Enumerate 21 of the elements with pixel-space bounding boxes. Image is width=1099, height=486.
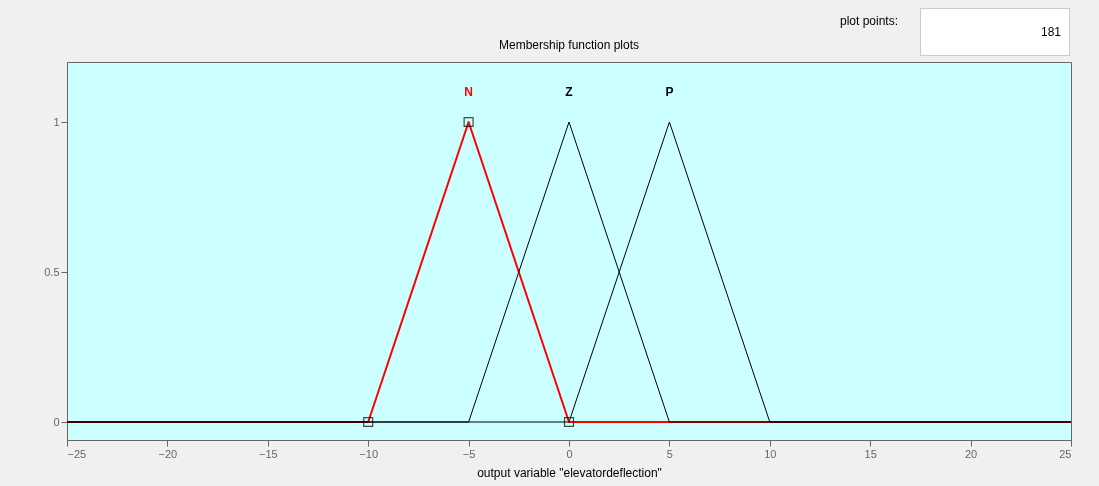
text: plot points: <box>840 14 899 28</box>
x-tick-label: 20 <box>964 447 978 460</box>
y-tick-label: 0 <box>53 415 60 428</box>
x-tick-label: −20 <box>158 447 178 460</box>
x-tick-label: −25 <box>67 447 87 460</box>
series-label: Z <box>565 85 573 99</box>
x-tick-label: 15 <box>864 447 877 460</box>
series-label: N <box>464 85 473 99</box>
y-tick-label: 1 <box>53 115 60 128</box>
x-tick-label: 0 <box>566 447 573 460</box>
x-tick-label: 25 <box>1059 447 1072 460</box>
y-tick-label: 0.5 <box>44 265 60 278</box>
input-field: 181 <box>920 8 1070 56</box>
x-tick-label: 5 <box>666 447 673 460</box>
chart-title: Membership function plots <box>498 38 640 52</box>
series-label: P <box>665 85 674 99</box>
x-tick-label: −15 <box>258 447 278 460</box>
x-tick-label: 10 <box>764 447 777 460</box>
x-tick-label: −5 <box>462 447 476 460</box>
x-axis-title: output variable "elevatordeflection" <box>477 465 662 480</box>
x-tick-label: −10 <box>359 447 379 460</box>
